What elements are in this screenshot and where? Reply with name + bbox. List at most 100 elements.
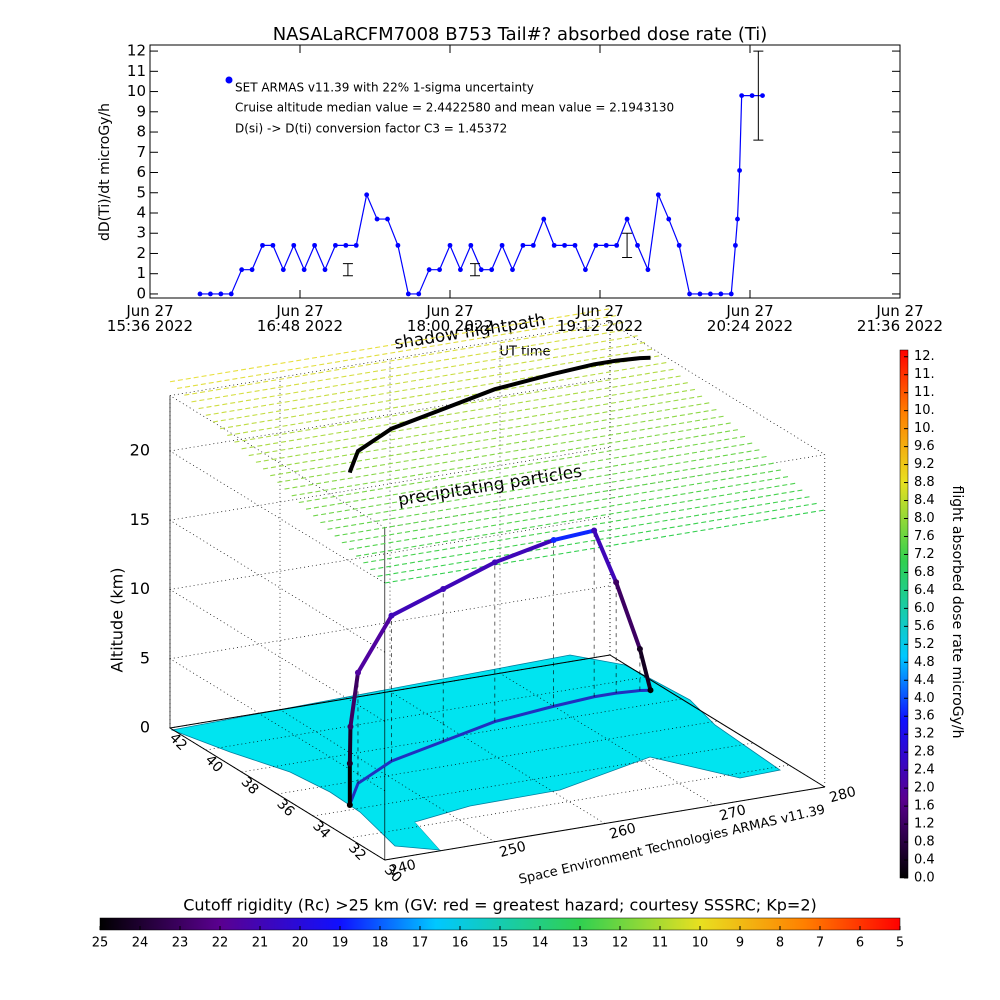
precipitation-grid xyxy=(305,435,747,510)
data-point xyxy=(530,242,536,248)
colorbar-tick-label: 4.8 xyxy=(914,655,935,670)
colorbar-tick-label: 11. xyxy=(914,367,935,382)
legend-label: SET ARMAS v11.39 with 22% 1-sigma uncert… xyxy=(235,81,534,95)
z-axis-label: Altitude (km) xyxy=(108,568,127,673)
colorbar-tick-label: 0.8 xyxy=(914,835,935,850)
cutoff-colorbar-tick-label: 9 xyxy=(736,936,744,951)
cutoff-colorbar-tick-label: 21 xyxy=(252,936,269,951)
colorbar-tick-label: 1.6 xyxy=(914,799,935,814)
x-tick-label: Jun 27 16:48 2022 xyxy=(256,302,344,335)
y-tick-label: 4 xyxy=(136,203,146,221)
precipitation-grid xyxy=(169,308,611,383)
data-point xyxy=(343,242,349,248)
flight-segment xyxy=(348,672,360,727)
y-tick-label: 6 xyxy=(136,163,146,181)
flight-segment xyxy=(592,529,618,584)
y-tick-label: 7 xyxy=(136,143,146,161)
data-point xyxy=(239,267,245,273)
data-point xyxy=(718,291,724,297)
x-tick-label: 250 xyxy=(498,839,528,861)
flight-segment xyxy=(494,538,555,565)
data-point xyxy=(208,291,213,297)
cutoff-colorbar-tick-label: 8 xyxy=(776,936,784,951)
cutoff-colorbar-tick-label: 10 xyxy=(692,936,709,951)
z-tick-label: 15 xyxy=(130,510,150,529)
cutoff-colorbar-title: Cutoff rigidity (Rc) >25 km (GV: red = g… xyxy=(183,896,817,915)
flight-segment xyxy=(442,560,496,591)
annotation: Space Environment Technologies ARMAS v11… xyxy=(517,802,826,887)
cutoff-colorbar-tick-label: 11 xyxy=(652,936,669,951)
precipitation-grid xyxy=(270,402,711,477)
legend-marker xyxy=(225,76,233,84)
z-tick-label: 5 xyxy=(140,648,150,667)
y-tick-label: 12 xyxy=(127,42,146,60)
colorbar-tick-label: 2.4 xyxy=(914,763,935,778)
annotation: precipitating particles xyxy=(397,462,584,511)
colorbar-label: flight absorbed dose rate microGy/h xyxy=(949,486,965,739)
data-point xyxy=(499,242,505,248)
colorbar-tick-label: 5.2 xyxy=(914,637,935,652)
flight-segment xyxy=(347,726,353,764)
colorbar-tick-label: 7.6 xyxy=(914,529,935,544)
data-point xyxy=(437,267,442,273)
data-point xyxy=(291,242,297,248)
cutoff-colorbar-tick-label: 6 xyxy=(856,936,864,951)
colorbar-tick-label: 11. xyxy=(914,385,935,400)
precipitation-grid xyxy=(320,449,761,524)
data-point xyxy=(614,242,620,248)
x-tick-label: 260 xyxy=(608,820,638,842)
precipitation-grid xyxy=(184,321,625,396)
data-point xyxy=(260,242,265,248)
y-tick-label: 36 xyxy=(273,796,297,820)
data-point xyxy=(312,242,317,248)
colorbar-tick-label: 3.2 xyxy=(914,727,935,742)
data-point xyxy=(583,267,588,273)
data-point xyxy=(666,216,672,222)
cutoff-colorbar-tick-label: 18 xyxy=(372,936,389,951)
colorbar-tick-label: 8.8 xyxy=(914,475,935,490)
data-point xyxy=(697,291,703,297)
cutoff-colorbar-tick-label: 7 xyxy=(816,936,824,951)
data-point xyxy=(655,192,661,198)
data-point xyxy=(635,242,640,248)
y-tick-label: 38 xyxy=(238,774,262,798)
x-tick-label: Jun 27 20:24 2022 xyxy=(706,302,794,335)
precipitation-grid xyxy=(255,388,697,463)
precipitation-grid xyxy=(356,482,797,557)
data-point xyxy=(458,267,463,273)
data-point xyxy=(593,242,599,248)
data-point xyxy=(374,216,380,222)
data-point xyxy=(520,242,526,248)
cutoff-colorbar-tick-label: 5 xyxy=(896,936,904,951)
precipitation-grid xyxy=(205,341,646,416)
flight-point xyxy=(491,559,498,566)
flight-point xyxy=(346,802,353,809)
colorbar-tick-label: 7.2 xyxy=(914,547,935,562)
z-tick-label: 0 xyxy=(140,718,150,737)
x-tick-label: Jun 27 15:36 2022 xyxy=(106,302,194,335)
x-tick-label: 280 xyxy=(828,784,858,806)
flight-segment xyxy=(356,614,394,674)
x-tick-label: 240 xyxy=(388,857,418,879)
data-point xyxy=(249,267,255,273)
colorbar-tick-label: 3.6 xyxy=(914,709,935,724)
data-point xyxy=(676,242,682,248)
x-tick-label: Jun 27 18:00 2022 xyxy=(406,302,494,335)
flight-point xyxy=(647,687,654,694)
chart-title: NASALaRCFM7008 B753 Tail#? absorbed dose… xyxy=(273,24,768,45)
data-point xyxy=(739,93,745,98)
flight-point xyxy=(354,669,361,676)
data-point xyxy=(322,267,328,273)
colorbar-tick-label: 2.8 xyxy=(914,745,935,760)
flight-point xyxy=(346,760,353,767)
y-tick-label: 1 xyxy=(136,264,146,282)
data-point xyxy=(541,216,547,222)
plot-frame xyxy=(149,44,901,299)
precipitation-grid xyxy=(234,368,675,443)
z-tick-label: 20 xyxy=(130,441,150,460)
data-point xyxy=(624,216,630,222)
data-point xyxy=(468,242,474,248)
precipitation-grid xyxy=(341,469,782,544)
